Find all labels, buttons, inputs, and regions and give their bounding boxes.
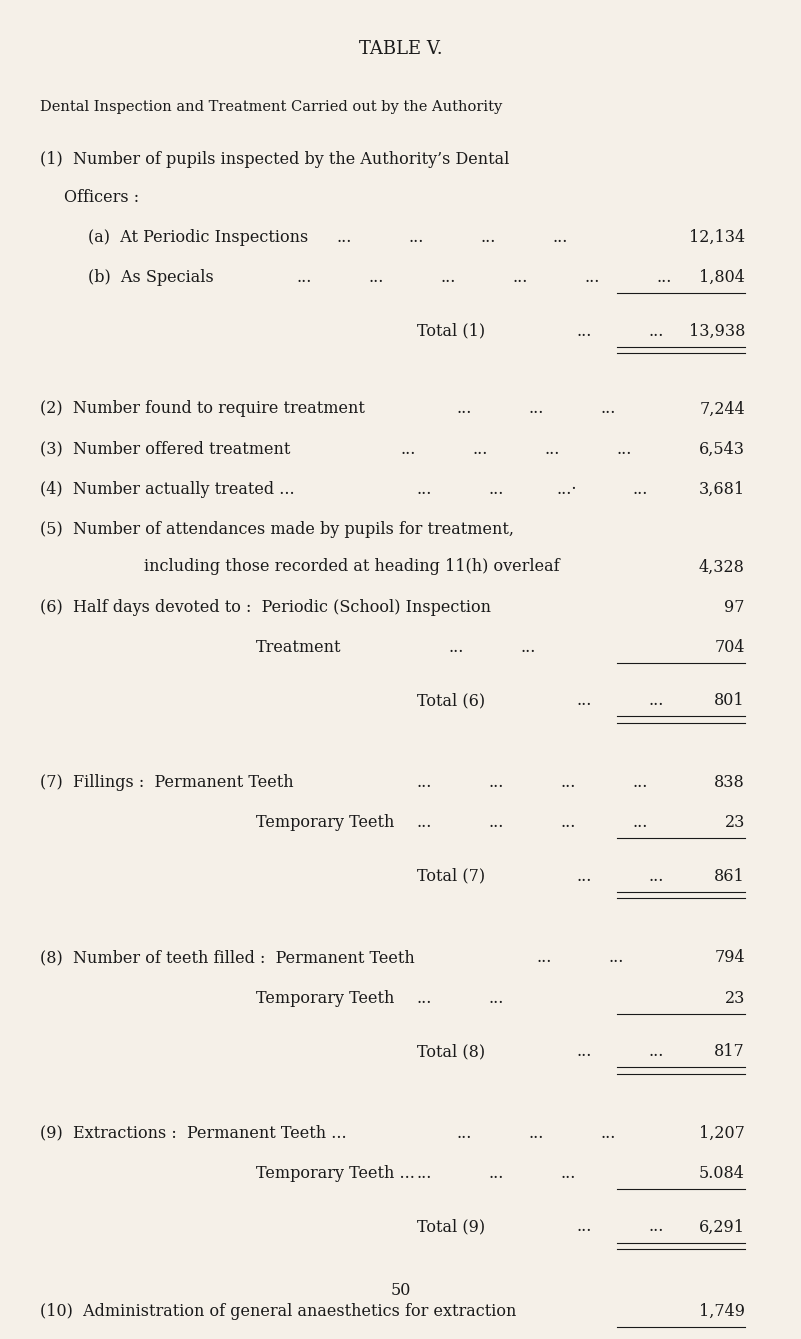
Text: ...: ... [521,639,536,656]
Text: 838: 838 [714,774,745,791]
Text: (2)  Number found to require treatment: (2) Number found to require treatment [40,400,365,418]
Text: (5)  Number of attendances made by pupils for treatment,: (5) Number of attendances made by pupils… [40,521,514,538]
Text: ...: ... [633,774,648,791]
Text: Total (8): Total (8) [417,1043,485,1060]
Text: ...: ... [577,692,592,710]
Text: Temporary Teeth ...: Temporary Teeth ... [256,1165,415,1182]
Text: TABLE V.: TABLE V. [359,40,442,58]
Text: Temporary Teeth: Temporary Teeth [256,990,395,1007]
Text: 6,291: 6,291 [699,1218,745,1236]
Text: ...: ... [561,814,576,832]
Text: 801: 801 [714,692,745,710]
Text: 794: 794 [714,949,745,967]
Text: ...: ... [577,868,592,885]
Text: ...: ... [529,400,544,418]
Text: ...: ... [649,323,664,340]
Text: Total (7): Total (7) [417,868,485,885]
Text: 13,938: 13,938 [689,323,745,340]
Text: ...: ... [553,229,568,246]
Text: ...: ... [529,1125,544,1142]
Text: ...: ... [601,1125,616,1142]
Text: ...: ... [657,269,672,287]
Text: ...: ... [457,1125,472,1142]
Text: ...: ... [609,949,624,967]
Text: ...: ... [649,1043,664,1060]
Text: ...·: ...· [557,481,578,498]
Text: ...: ... [561,774,576,791]
Text: ...: ... [336,229,352,246]
Text: 704: 704 [714,639,745,656]
Text: ...: ... [617,441,632,458]
Text: (7)  Fillings :  Permanent Teeth: (7) Fillings : Permanent Teeth [40,774,294,791]
Text: (a)  At Periodic Inspections: (a) At Periodic Inspections [88,229,308,246]
Text: (b)  As Specials: (b) As Specials [88,269,214,287]
Text: ...: ... [417,481,432,498]
Text: ...: ... [489,481,504,498]
Text: ...: ... [537,949,552,967]
Text: Total (9): Total (9) [417,1218,485,1236]
Text: ...: ... [577,1218,592,1236]
Text: 817: 817 [714,1043,745,1060]
Text: ...: ... [296,269,312,287]
Text: ...: ... [417,774,432,791]
Text: Dental Inspection and Treatment Carried out by the Authority: Dental Inspection and Treatment Carried … [40,100,502,114]
Text: ...: ... [489,814,504,832]
Text: ...: ... [481,229,496,246]
Text: ...: ... [489,1165,504,1182]
Text: ...: ... [409,229,424,246]
Text: ...: ... [417,990,432,1007]
Text: 1,207: 1,207 [699,1125,745,1142]
Text: ...: ... [489,990,504,1007]
Text: ...: ... [601,400,616,418]
Text: 23: 23 [725,990,745,1007]
Text: (4)  Number actually treated ...: (4) Number actually treated ... [40,481,295,498]
Text: 1,749: 1,749 [699,1303,745,1320]
Text: Total (6): Total (6) [417,692,485,710]
Text: ...: ... [545,441,560,458]
Text: ...: ... [649,1218,664,1236]
Text: ...: ... [417,814,432,832]
Text: ...: ... [417,1165,432,1182]
Text: 12,134: 12,134 [689,229,745,246]
Text: ...: ... [441,269,456,287]
Text: 7,244: 7,244 [699,400,745,418]
Text: 5.084: 5.084 [699,1165,745,1182]
Text: ...: ... [633,481,648,498]
Text: (8)  Number of teeth filled :  Permanent Teeth: (8) Number of teeth filled : Permanent T… [40,949,415,967]
Text: ...: ... [513,269,528,287]
Text: Total (1): Total (1) [417,323,485,340]
Text: 4,328: 4,328 [699,558,745,576]
Text: (6)  Half days devoted to :  Periodic (School) Inspection: (6) Half days devoted to : Periodic (Sch… [40,599,491,616]
Text: 23: 23 [725,814,745,832]
Text: ...: ... [473,441,488,458]
Text: (9)  Extractions :  Permanent Teeth ...: (9) Extractions : Permanent Teeth ... [40,1125,347,1142]
Text: (3)  Number offered treatment: (3) Number offered treatment [40,441,291,458]
Text: Temporary Teeth: Temporary Teeth [256,814,395,832]
Text: 97: 97 [724,599,745,616]
Text: Treatment: Treatment [256,639,342,656]
Text: ...: ... [577,1043,592,1060]
Text: ...: ... [649,868,664,885]
Text: ...: ... [649,692,664,710]
Text: ...: ... [400,441,416,458]
Text: 3,681: 3,681 [698,481,745,498]
Text: 861: 861 [714,868,745,885]
Text: ...: ... [457,400,472,418]
Text: (1)  Number of pupils inspected by the Authority’s Dental: (1) Number of pupils inspected by the Au… [40,151,509,169]
Text: Officers :: Officers : [64,189,139,206]
Text: 6,543: 6,543 [699,441,745,458]
Text: (10)  Administration of general anaesthetics for extraction: (10) Administration of general anaesthet… [40,1303,517,1320]
Text: ...: ... [489,774,504,791]
Text: ...: ... [561,1165,576,1182]
Text: ...: ... [577,323,592,340]
Text: 1,804: 1,804 [699,269,745,287]
Text: 50: 50 [390,1281,411,1299]
Text: ...: ... [585,269,600,287]
Text: ...: ... [368,269,384,287]
Text: including those recorded at heading 11(h) overleaf: including those recorded at heading 11(h… [144,558,560,576]
Text: ...: ... [633,814,648,832]
Text: ...: ... [449,639,464,656]
